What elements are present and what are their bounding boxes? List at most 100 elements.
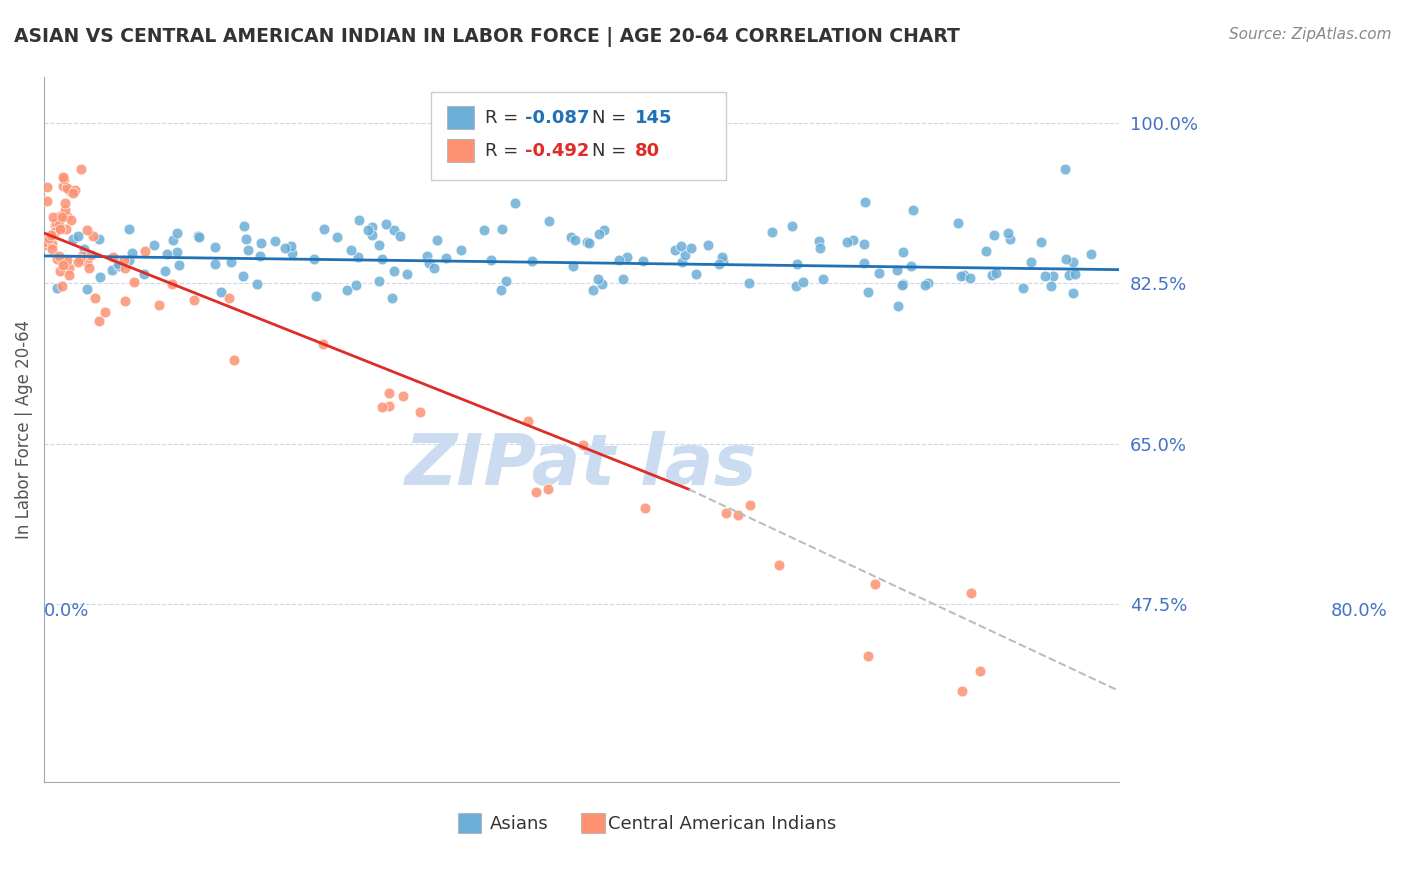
Point (235, 231, 257, 245)
Point (112, 253, 135, 268)
Text: 0.0%: 0.0% (44, 602, 90, 621)
Text: -0.087: -0.087 (526, 109, 591, 127)
Point (1080, 247, 1102, 261)
Point (671, 255, 693, 269)
Text: -0.492: -0.492 (526, 142, 591, 160)
Point (72, 249, 94, 263)
Point (82, 229, 104, 244)
Text: ZIPat las: ZIPat las (405, 431, 758, 500)
Point (360, 220, 382, 235)
Point (73, 243, 96, 257)
Point (671, 238, 693, 252)
Point (59, 212, 82, 227)
Point (66, 254, 89, 268)
Point (524, 484, 547, 499)
Text: N =: N = (592, 109, 633, 127)
Point (48, 249, 70, 263)
Point (1053, 161, 1076, 176)
Point (344, 278, 367, 293)
Point (561, 259, 583, 273)
Point (868, 266, 890, 280)
FancyBboxPatch shape (447, 139, 474, 162)
Point (204, 257, 226, 271)
Point (367, 273, 389, 287)
FancyBboxPatch shape (458, 814, 481, 833)
Point (612, 272, 634, 286)
Point (51, 258, 73, 272)
Point (472, 223, 495, 237)
Point (218, 291, 240, 305)
Text: Asians: Asians (491, 815, 548, 833)
Point (166, 244, 188, 259)
Text: ASIAN VS CENTRAL AMERICAN INDIAN IN LABOR FORCE | AGE 20-64 CORRELATION CHART: ASIAN VS CENTRAL AMERICAN INDIAN IN LABO… (14, 27, 960, 46)
Point (707, 257, 730, 271)
Point (710, 250, 733, 264)
Point (94, 305, 117, 319)
Point (382, 223, 405, 237)
Point (187, 229, 209, 244)
Point (418, 255, 440, 269)
Point (347, 251, 370, 265)
Point (370, 400, 392, 414)
Point (1062, 285, 1084, 300)
Point (162, 277, 184, 291)
Point (134, 244, 156, 259)
Point (188, 230, 211, 244)
Point (38, 231, 60, 245)
Point (578, 235, 600, 250)
Point (302, 252, 325, 266)
Point (1011, 281, 1033, 295)
Point (56, 181, 79, 195)
Point (84, 291, 107, 305)
Point (59, 185, 82, 199)
Point (959, 270, 981, 285)
Point (41, 242, 63, 256)
Point (426, 233, 449, 247)
Point (76, 282, 98, 296)
Point (51, 211, 73, 225)
Point (42, 210, 65, 224)
Point (312, 222, 335, 236)
Point (69, 252, 91, 266)
Point (409, 405, 432, 419)
FancyBboxPatch shape (447, 106, 474, 128)
Point (863, 576, 886, 591)
Point (673, 248, 696, 262)
FancyBboxPatch shape (581, 814, 605, 833)
Point (162, 233, 184, 247)
Point (66, 228, 89, 243)
Point (35, 179, 58, 194)
Point (381, 291, 404, 305)
Point (58, 261, 80, 276)
Point (53, 203, 76, 218)
Point (891, 244, 914, 259)
Point (169, 258, 191, 272)
Point (858, 648, 880, 663)
Point (382, 264, 405, 278)
Text: N =: N = (592, 142, 633, 160)
Point (114, 294, 136, 309)
Text: Source: ZipAtlas.com: Source: ZipAtlas.com (1229, 27, 1392, 42)
Point (250, 236, 273, 251)
Point (664, 243, 686, 257)
Point (368, 238, 391, 252)
Point (516, 414, 538, 428)
Point (249, 249, 271, 263)
Point (903, 203, 925, 218)
Point (378, 386, 401, 401)
Point (520, 253, 543, 268)
Point (489, 283, 512, 297)
Point (974, 244, 997, 259)
Point (224, 352, 246, 367)
Point (785, 278, 807, 293)
Point (79, 261, 101, 276)
Point (1031, 235, 1053, 249)
Point (101, 262, 124, 277)
Point (45, 252, 67, 267)
Point (156, 247, 179, 261)
Point (51, 278, 73, 293)
Point (914, 277, 936, 292)
Y-axis label: In Labor Force | Age 20-64: In Labor Force | Age 20-64 (15, 320, 32, 540)
Point (808, 241, 831, 255)
Point (786, 257, 808, 271)
